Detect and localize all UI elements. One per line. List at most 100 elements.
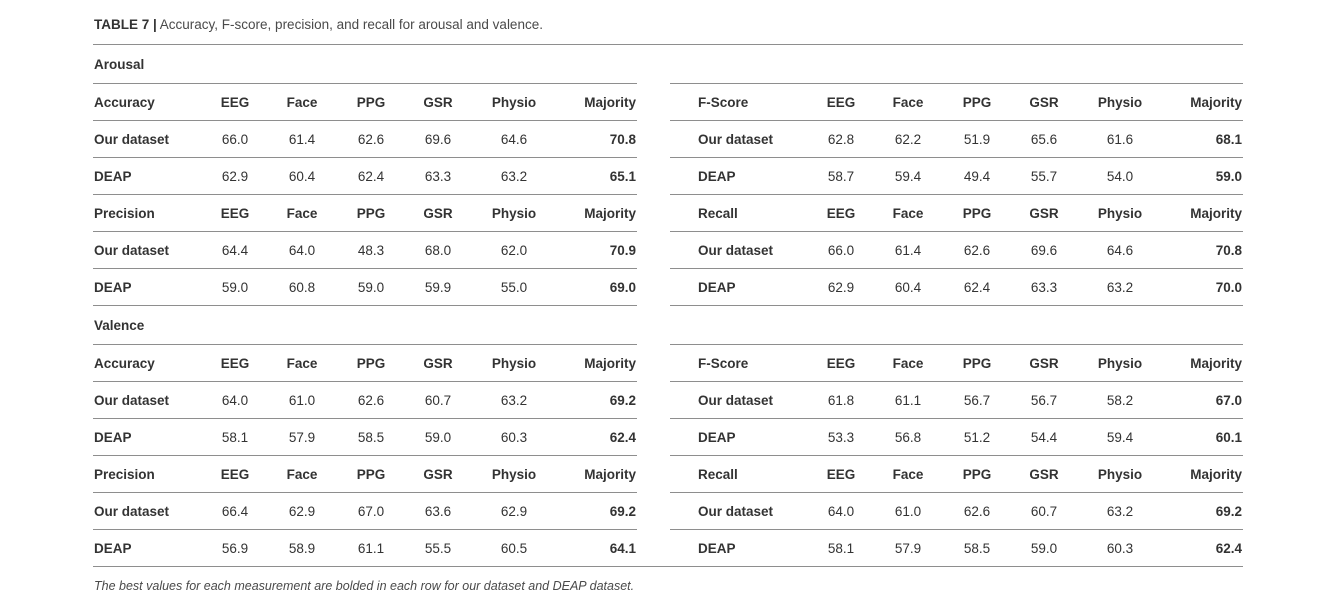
metric-table: F-Score EEG Face PPG GSR Physio Majority Our da… bbox=[670, 83, 1243, 195]
value-cell: 60.8 bbox=[267, 268, 337, 306]
value-cell: 70.9 bbox=[557, 231, 637, 269]
value-cell: 63.3 bbox=[405, 157, 471, 195]
value-cell: 64.0 bbox=[203, 381, 267, 419]
metric-table: Precision EEG Face PPG GSR Physio Majority Our … bbox=[93, 456, 637, 566]
value-cell: 58.1 bbox=[203, 418, 267, 456]
column-header-cell: Majority bbox=[1163, 195, 1243, 232]
table-row: Our dataset 66.0 61.4 62.6 69.6 64.6 70.8 bbox=[93, 120, 637, 158]
metric-header-cell: Accuracy bbox=[93, 344, 203, 382]
row-label-cell: DEAP bbox=[670, 157, 809, 195]
value-cell: 56.9 bbox=[221, 540, 249, 556]
column-header-cell: EEG bbox=[809, 83, 873, 121]
value-cell: 59.0 bbox=[1163, 157, 1243, 195]
value-cell: 55.0 bbox=[471, 268, 557, 306]
table-caption: TABLE 7 | Accuracy, F-score, precision, … bbox=[93, 0, 1243, 44]
table-header-row: Recall EEG Face PPG GSR Physio Majority bbox=[670, 456, 1243, 493]
metric-table: F-Score EEG Face PPG GSR Physio Majority Our da… bbox=[670, 344, 1243, 456]
row-label-cell: DEAP bbox=[93, 268, 203, 306]
column-header-cell: Majority bbox=[557, 344, 637, 382]
table-row: DEAP 62.9 60.4 62.4 63.3 63.2 70.0 bbox=[670, 268, 1243, 306]
table-header-row: Precision EEG Face PPG GSR Physio Majority bbox=[93, 195, 637, 232]
table-figure: TABLE 7 | Accuracy, F-score, precision, … bbox=[93, 0, 1243, 593]
value-cell: 57.9 bbox=[267, 418, 337, 456]
column-header-cell: Face bbox=[267, 344, 337, 382]
value-cell: 65.1 bbox=[557, 157, 637, 195]
column-header-cell: GSR bbox=[1011, 456, 1077, 493]
table-header-row: F-Score EEG Face PPG GSR Physio Majority bbox=[670, 344, 1243, 382]
value-cell: 55.5 bbox=[424, 540, 452, 556]
table-header-row: Accuracy EEG Face PPG GSR Physio Majority bbox=[93, 83, 637, 121]
section-grid: Accuracy EEG Face PPG GSR Physio Majority Our d… bbox=[93, 344, 1243, 566]
value-cell: 62.4 bbox=[1215, 540, 1242, 556]
value-cell: 53.3 bbox=[809, 418, 873, 456]
value-cell: 60.7 bbox=[1011, 492, 1077, 530]
metric-header-cell: Accuracy bbox=[93, 83, 203, 121]
value-cell: 61.8 bbox=[809, 381, 873, 419]
column-header-cell: Face bbox=[267, 83, 337, 121]
table-row: DEAP 58.7 59.4 49.4 55.7 54.0 59.0 bbox=[670, 157, 1243, 195]
row-label-cell: Our dataset bbox=[93, 381, 203, 419]
value-cell: 55.7 bbox=[1011, 157, 1077, 195]
metric-header-cell: Recall bbox=[670, 456, 809, 493]
table-row: Our dataset 64.0 61.0 62.6 60.7 63.2 69.2 bbox=[93, 381, 637, 419]
value-cell: 60.7 bbox=[405, 381, 471, 419]
table-section: Valence Accuracy EEG Face PPG GSR Physio Majori… bbox=[93, 306, 1243, 566]
table-row: Our dataset 64.0 61.0 62.6 60.7 63.2 69.2 bbox=[670, 492, 1243, 530]
table-row: DEAP 62.9 60.4 62.4 63.3 63.2 65.1 bbox=[93, 157, 637, 195]
column-header-cell: PPG bbox=[943, 83, 1011, 121]
value-cell: 63.2 bbox=[471, 157, 557, 195]
table-footnote: The best values for each measurement are… bbox=[94, 579, 635, 593]
column-header-cell: GSR bbox=[405, 83, 471, 121]
value-cell: 62.6 bbox=[943, 492, 1011, 530]
value-cell: 61.6 bbox=[1077, 120, 1163, 158]
row-label-cell: DEAP bbox=[94, 540, 132, 556]
table-header-row: Precision EEG Face PPG GSR Physio Majority bbox=[93, 456, 637, 493]
row-label-cell: DEAP bbox=[93, 418, 203, 456]
value-cell: 58.9 bbox=[288, 540, 316, 556]
value-cell: 69.6 bbox=[1011, 231, 1077, 269]
value-cell: 64.6 bbox=[1077, 231, 1163, 269]
value-cell: 58.2 bbox=[1077, 381, 1163, 419]
column-header-cell: Face bbox=[873, 195, 943, 232]
value-cell: 70.8 bbox=[1163, 231, 1243, 269]
row-label-cell: Our dataset bbox=[670, 120, 809, 158]
table-body: Arousal Accuracy EEG Face PPG GSR Physio Majori… bbox=[93, 45, 1243, 566]
value-cell: 59.9 bbox=[405, 268, 471, 306]
table-header-row: F-Score EEG Face PPG GSR Physio Majority bbox=[670, 83, 1243, 121]
column-header-cell: Physio bbox=[471, 195, 557, 232]
row-label-cell: Our dataset bbox=[93, 231, 203, 269]
value-cell: 66.4 bbox=[203, 492, 267, 530]
column-header-cell: EEG bbox=[809, 456, 873, 493]
row-label-cell: DEAP bbox=[670, 268, 809, 306]
metric-header-cell: F-Score bbox=[670, 83, 809, 121]
value-cell: 60.5 bbox=[500, 540, 528, 556]
row-label-cell: DEAP bbox=[670, 418, 809, 456]
value-cell: 62.0 bbox=[471, 231, 557, 269]
value-cell: 64.1 bbox=[609, 540, 636, 556]
column-header-cell: Face bbox=[873, 456, 943, 493]
column-header-cell: GSR bbox=[405, 195, 471, 232]
value-cell: 66.0 bbox=[809, 231, 873, 269]
value-cell: 60.3 bbox=[1106, 540, 1134, 556]
value-cell: 69.6 bbox=[405, 120, 471, 158]
table-header-row: Recall EEG Face PPG GSR Physio Majority bbox=[670, 195, 1243, 232]
value-cell: 56.7 bbox=[943, 381, 1011, 419]
value-cell: 69.0 bbox=[557, 268, 637, 306]
table-row: Our dataset 61.8 61.1 56.7 56.7 58.2 67.0 bbox=[670, 381, 1243, 419]
value-cell: 66.0 bbox=[203, 120, 267, 158]
value-cell: 61.4 bbox=[267, 120, 337, 158]
metric-header-cell: F-Score bbox=[670, 344, 809, 382]
row-label-cell: Our dataset bbox=[93, 120, 203, 158]
row-label-cell: Our dataset bbox=[670, 231, 809, 269]
value-cell: 59.4 bbox=[1077, 418, 1163, 456]
column-header-cell: Majority bbox=[557, 456, 637, 493]
column-header-cell: EEG bbox=[809, 195, 873, 232]
column-header-cell: EEG bbox=[809, 344, 873, 382]
column-header-cell: GSR bbox=[1011, 344, 1077, 382]
column-header-cell: EEG bbox=[203, 83, 267, 121]
column-header-cell: PPG bbox=[943, 195, 1011, 232]
value-cell: 58.7 bbox=[809, 157, 873, 195]
row-label-cell: Our dataset bbox=[670, 492, 809, 530]
row-label-cell: Our dataset bbox=[93, 492, 203, 530]
value-cell: 59.0 bbox=[337, 268, 405, 306]
